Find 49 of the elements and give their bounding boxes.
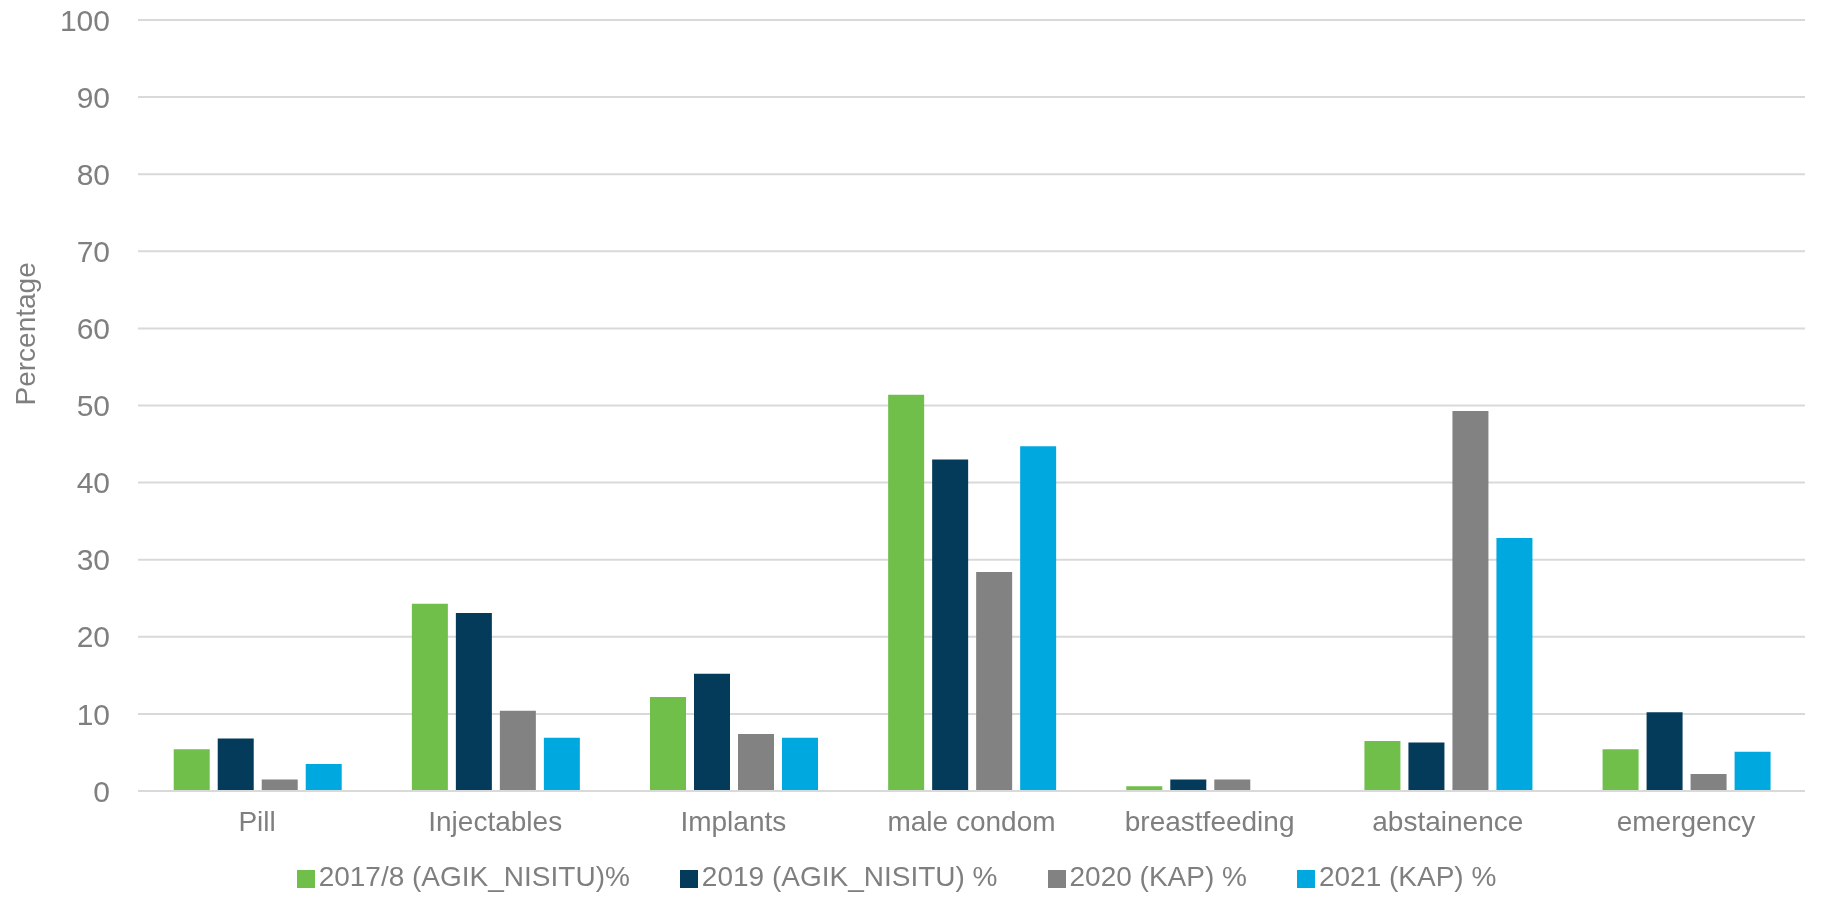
y-tick-label: 10 [76, 697, 110, 731]
bar [694, 673, 731, 791]
bar [411, 603, 448, 791]
y-tick-label: 50 [76, 389, 110, 423]
bar [1408, 742, 1445, 791]
legend-label: 2017/8 (AGIK_NISITU)% [318, 861, 630, 892]
legend-label: 2020 (KAP) % [1069, 861, 1247, 892]
bar [1496, 538, 1533, 791]
bar [1452, 410, 1489, 791]
bar [888, 394, 925, 791]
y-tick-label: 40 [76, 466, 110, 500]
bar [455, 612, 492, 791]
x-tick-label: abstainence [1372, 805, 1524, 837]
legend-label: 2021 (KAP) % [1318, 861, 1497, 892]
x-tick-label: Implants [680, 805, 787, 837]
bar [932, 459, 969, 791]
y-tick-label: 80 [76, 157, 110, 191]
bar [1364, 740, 1401, 791]
y-tick-label: 70 [76, 234, 110, 268]
bar [1646, 712, 1683, 791]
y-axis-title: Percentage [9, 262, 41, 406]
y-tick-label: 20 [76, 620, 110, 654]
y-tick-label: 60 [76, 312, 110, 346]
bar [261, 779, 298, 791]
bar [650, 696, 687, 791]
x-tick-label: male condom [887, 805, 1056, 837]
bar [217, 738, 254, 791]
bar [499, 710, 536, 791]
bar [305, 764, 342, 791]
x-tick-label: breastfeeding [1124, 805, 1295, 837]
bar [543, 737, 580, 791]
bar [976, 572, 1013, 791]
x-tick-label: emergency [1616, 805, 1756, 837]
bar [173, 749, 210, 791]
bar [1170, 779, 1207, 791]
x-tick-label: Pill [238, 805, 276, 837]
legend-label: 2019 (AGIK_NISITU) % [701, 861, 998, 892]
y-tick-label: 30 [76, 543, 110, 577]
bar [1214, 779, 1251, 791]
y-tick-label: 90 [76, 80, 110, 114]
bar [1734, 751, 1771, 791]
x-tick-label: Injectables [428, 805, 563, 837]
bar [1602, 749, 1639, 791]
bar [1690, 774, 1727, 791]
bar [1020, 446, 1057, 791]
y-tick-label: 0 [93, 774, 110, 808]
bar [738, 733, 775, 791]
bar [782, 737, 819, 791]
y-tick-label: 100 [59, 3, 110, 37]
